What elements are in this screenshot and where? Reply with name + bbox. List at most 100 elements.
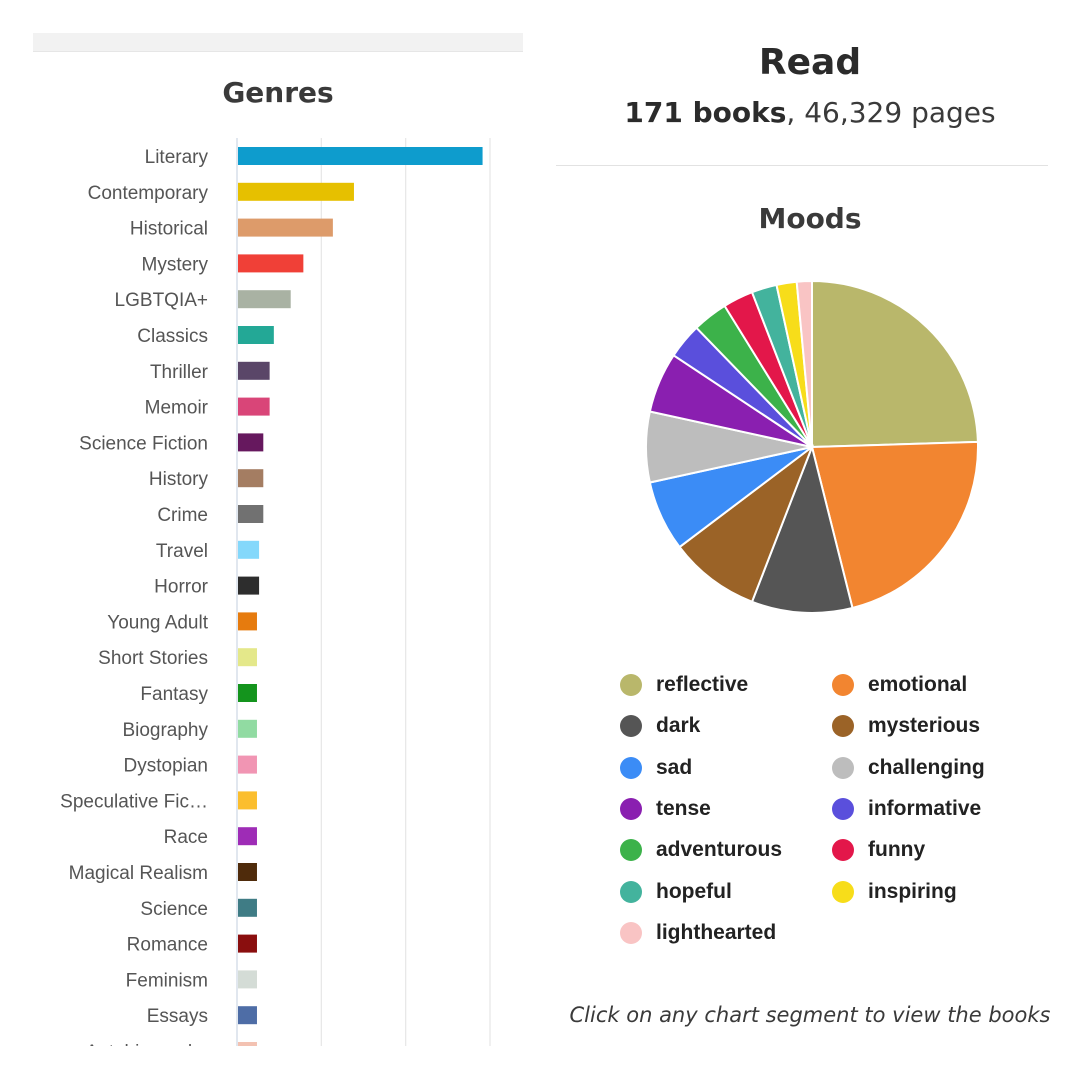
genre-tick-label: Race — [164, 827, 208, 848]
legend-color-dot — [832, 715, 854, 738]
legend-item-hopeful[interactable]: hopeful — [620, 875, 732, 909]
legend-label: challenging — [868, 755, 985, 779]
genre-tick-label: Memoir — [145, 398, 209, 419]
genre-bar[interactable] — [238, 469, 264, 488]
legend-label: hopeful — [656, 879, 732, 903]
genre-bar[interactable] — [238, 934, 257, 953]
genre-bar[interactable] — [238, 218, 333, 237]
genre-tick-label: Literary — [145, 147, 209, 168]
legend-color-dot — [620, 674, 642, 696]
legend-label: funny — [868, 838, 926, 862]
legend-label: mysterious — [868, 714, 981, 738]
genre-tick-label: Science — [140, 899, 208, 920]
genre-tick-label: Science Fiction — [79, 433, 208, 454]
genre-tick-label: Horror — [154, 577, 209, 598]
genre-bar[interactable] — [238, 827, 257, 846]
genre-tick-label: LGBTQIA+ — [115, 290, 208, 311]
mood-slice-emotional[interactable] — [810, 440, 979, 610]
legend-item-sad[interactable]: sad — [620, 751, 692, 785]
legend-item-emotional[interactable]: emotional — [832, 668, 967, 702]
divider — [556, 165, 1048, 166]
top-scroll-bar — [33, 33, 523, 52]
legend-item-lighthearted[interactable]: lighthearted — [620, 916, 776, 950]
genre-bar[interactable] — [238, 147, 483, 165]
legend-label: tense — [656, 796, 711, 820]
genre-bar[interactable] — [238, 863, 257, 881]
genre-tick-label: Travel — [156, 541, 208, 562]
genre-tick-label: Magical Realism — [69, 863, 208, 884]
legend-color-dot — [832, 797, 854, 820]
legend-item-adventurous[interactable]: adventurous — [620, 833, 782, 867]
genre-bar[interactable] — [238, 970, 257, 989]
legend-color-dot — [620, 880, 642, 903]
legend-item-funny[interactable]: funny — [832, 833, 925, 867]
genre-tick-label: Speculative Fic… — [60, 791, 208, 812]
genre-tick-label: Feminism — [126, 970, 208, 991]
read-title: Read — [758, 42, 862, 83]
legend-item-challenging[interactable]: challenging — [832, 751, 985, 785]
genre-bar[interactable] — [238, 648, 257, 667]
mood-slice-reflective[interactable] — [811, 279, 979, 449]
genre-tick-label: Dystopian — [124, 756, 209, 777]
legend-label: adventurous — [656, 838, 783, 862]
legend-color-dot — [620, 756, 642, 779]
legend-label: lighthearted — [656, 920, 777, 944]
legend-label: informative — [868, 796, 982, 820]
mood-slice-mysterious[interactable] — [678, 444, 815, 604]
legend-label: emotional — [868, 673, 968, 696]
genre-bar[interactable] — [238, 612, 257, 631]
legend-item-dark[interactable]: dark — [620, 709, 700, 743]
legend-item-mysterious[interactable]: mysterious — [832, 709, 980, 743]
genre-bar[interactable] — [238, 1006, 257, 1025]
genre-tick-label: Classics — [137, 326, 208, 347]
chart-bottom-clip — [0, 1046, 560, 1080]
genre-tick-label: Mystery — [142, 254, 209, 275]
genres-bar-chart: Literary Contemporary Historical Mystery LGB… — [0, 138, 560, 1080]
genre-tick-label: Short Stories — [98, 648, 208, 669]
genre-tick-label: Biography — [122, 720, 208, 741]
genre-bar[interactable] — [238, 290, 291, 309]
genre-tick-label: Thriller — [150, 362, 209, 383]
legend-color-dot — [620, 797, 642, 820]
legend-item-tense[interactable]: tense — [620, 792, 711, 826]
moods-pie-chart[interactable] — [640, 275, 984, 619]
mood-slice-lighthearted[interactable] — [795, 279, 813, 448]
moods-chart-title: Moods — [758, 202, 862, 235]
genre-bar[interactable] — [238, 361, 270, 380]
genre-bar[interactable] — [238, 540, 260, 559]
legend-label: sad — [656, 755, 693, 779]
genre-tick-label: Crime — [157, 505, 208, 526]
genre-bar[interactable] — [238, 719, 257, 738]
genre-tick-label: Contemporary — [88, 183, 209, 204]
genre-bar[interactable] — [238, 254, 304, 273]
legend-color-dot — [620, 839, 642, 862]
genre-bar[interactable] — [238, 505, 264, 523]
legend-color-dot — [832, 674, 854, 696]
genre-bar[interactable] — [238, 433, 264, 452]
genre-tick-label: Essays — [147, 1006, 208, 1027]
legend-label: reflective — [656, 673, 749, 696]
genre-bar[interactable] — [238, 791, 257, 810]
genre-bar[interactable] — [238, 326, 274, 344]
legend-item-reflective[interactable]: reflective — [620, 668, 748, 702]
genre-bar[interactable] — [238, 576, 260, 595]
genres-chart-title: Genres — [222, 76, 334, 109]
legend-label: dark — [656, 714, 701, 738]
genre-tick-label: Fantasy — [140, 684, 208, 705]
legend-color-dot — [620, 921, 642, 944]
genre-tick-label: History — [149, 469, 209, 490]
legend-color-dot — [832, 839, 854, 862]
chart-hint: Click on any chart segment to view the b… — [569, 1003, 1051, 1027]
legend-item-inspiring[interactable]: inspiring — [832, 875, 957, 909]
genre-bar[interactable] — [238, 182, 354, 201]
genre-bar[interactable] — [238, 898, 257, 917]
read-summary: 171 books, 46,329 pages — [560, 96, 1060, 129]
genre-bar[interactable] — [238, 397, 270, 416]
mood-slice-dark[interactable] — [750, 443, 854, 614]
genre-bar[interactable] — [238, 755, 257, 774]
legend-item-informative[interactable]: informative — [832, 792, 981, 826]
genre-bar[interactable] — [238, 684, 257, 702]
genre-tick-label: Romance — [127, 935, 208, 956]
legend-label: inspiring — [868, 879, 957, 903]
books-count: 171 books — [624, 96, 787, 129]
